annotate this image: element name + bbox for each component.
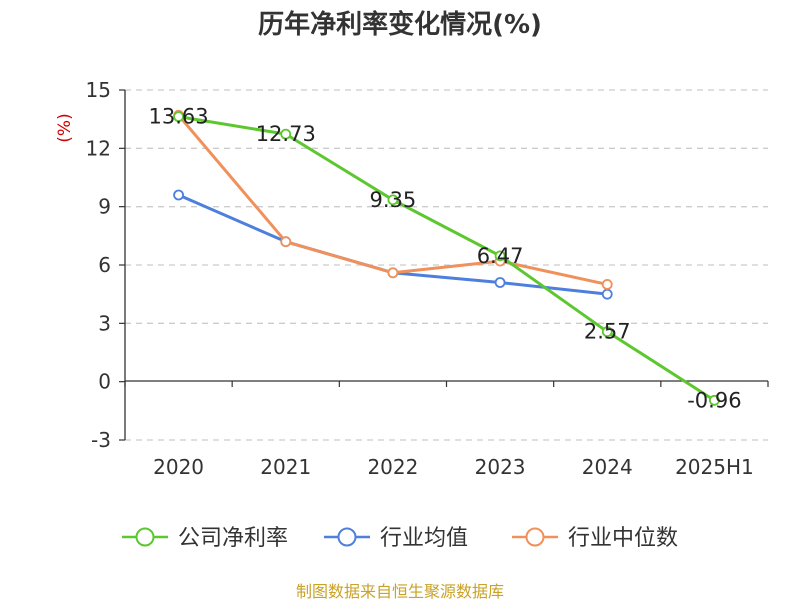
data-label: 13.63: [149, 105, 209, 129]
y-axis-unit: (%): [55, 113, 75, 142]
data-point: [280, 236, 292, 248]
x-tick-label: 2025H1: [675, 455, 754, 479]
source-note: 制图数据来自恒生聚源数据库: [295, 582, 504, 601]
x-tick-label: 2021: [260, 455, 311, 479]
legend-marker: [135, 527, 155, 547]
data-point: [173, 111, 184, 123]
data-label: 12.73: [256, 122, 316, 146]
legend-marker: [337, 527, 357, 547]
x-tick-label: 2022: [367, 455, 418, 479]
data-label: 6.47: [477, 244, 524, 268]
legend-label: 公司净利率: [178, 526, 288, 551]
legend-label: 行业中位数: [568, 526, 678, 551]
data-point: [601, 288, 613, 300]
data-label: -0.96: [687, 388, 741, 412]
data-point: [387, 267, 399, 279]
x-tick-label: 2024: [582, 455, 633, 479]
x-tick-label: 2020: [153, 455, 204, 479]
y-tick-label: 6: [98, 253, 111, 277]
data-point: [601, 326, 613, 338]
y-tick-label: 0: [98, 370, 111, 394]
data-point: [494, 277, 506, 288]
legend-marker: [525, 527, 545, 547]
y-tick-label: 3: [98, 311, 111, 335]
data-label: 9.35: [370, 188, 417, 212]
y-tick-label: 15: [86, 78, 111, 102]
x-tick-label: 2023: [475, 455, 526, 479]
y-tick-label: -3: [91, 428, 111, 452]
data-label: 2.57: [584, 320, 631, 344]
data-point: [387, 194, 399, 206]
data-point: [494, 250, 506, 262]
y-tick-label: 12: [86, 136, 111, 160]
data-point: [709, 394, 720, 406]
data-point: [173, 189, 184, 201]
chart-title: 历年净利率变化情况(%): [258, 10, 542, 40]
series-line-0: [178, 115, 716, 402]
data-point: [601, 279, 613, 290]
legend-label: 行业均值: [380, 526, 468, 551]
y-tick-label: 9: [98, 195, 111, 219]
data-point: [280, 128, 292, 140]
